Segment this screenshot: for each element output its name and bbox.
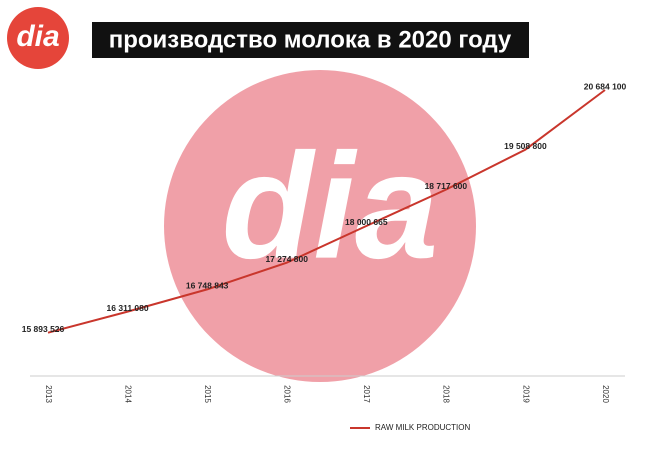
x-tick-label: 2014: [123, 385, 132, 403]
x-tick-label: 2017: [362, 385, 371, 403]
line: [47, 89, 606, 334]
data-label: 20 684 100: [584, 81, 627, 91]
data-label: 19 508 800: [504, 141, 547, 151]
x-tick-label: 2013: [44, 385, 53, 403]
data-label: 16 311 080: [107, 303, 149, 313]
x-tick-label: 2018: [442, 385, 451, 403]
data-label: 18 717 600: [425, 181, 468, 191]
legend-label: RAW MILK PRODUCTION: [375, 423, 470, 432]
data-label: 16 748 843: [186, 281, 229, 291]
x-tick-label: 2016: [283, 385, 292, 403]
logo-circle: [7, 7, 69, 69]
watermark-circle: [164, 70, 476, 382]
x-tick-label: 2019: [521, 385, 530, 403]
x-tick-label: 2015: [203, 385, 212, 403]
logo: dia: [16, 20, 59, 53]
title-background: [92, 22, 529, 58]
data-label: 17 274 800: [265, 254, 308, 264]
chart-title: производство молока в 2020 году: [109, 26, 512, 53]
x-tick-label: 2020: [601, 385, 610, 403]
data-label: 18 000 665: [345, 217, 388, 227]
watermark-logo: dia: [222, 122, 439, 290]
data-label: 15 893 526: [22, 324, 65, 334]
